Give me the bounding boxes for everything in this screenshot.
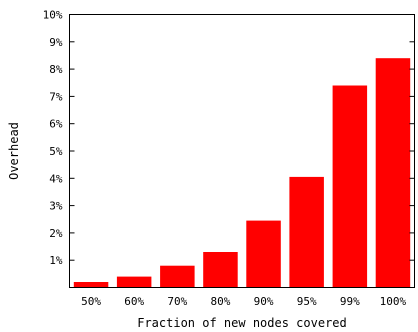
x-tick-label: 100% [380, 295, 407, 308]
bar-6 [332, 85, 368, 288]
x-tick-label: 95% [297, 295, 317, 308]
y-tick-label: 3% [49, 200, 63, 213]
y-axis-ticks: 1% 2% 3% 4% 5% 6% 7% 8% 9% 10% [43, 9, 415, 267]
y-tick-label: 7% [49, 90, 63, 103]
x-axis-label: Fraction of new nodes covered [137, 316, 347, 330]
bar-0 [73, 282, 109, 288]
bar-3 [203, 252, 238, 288]
y-tick-label: 6% [49, 118, 63, 131]
y-tick-label: 5% [49, 145, 63, 158]
x-tick-label: 50% [81, 295, 101, 308]
y-axis-label: Overhead [7, 122, 21, 180]
bar-5 [289, 176, 324, 288]
bar-7 [375, 58, 411, 288]
y-tick-label: 1% [49, 254, 63, 267]
y-tick-label: 9% [49, 36, 63, 49]
y-tick-label: 4% [49, 172, 63, 185]
y-tick-label: 2% [49, 227, 63, 240]
y-tick-label: 10% [43, 9, 63, 22]
x-tick-label: 70% [167, 295, 187, 308]
x-tick-label: 60% [124, 295, 144, 308]
bar-4 [246, 220, 281, 288]
plot-frame [69, 14, 415, 288]
bar-2 [160, 265, 195, 288]
x-axis-ticks: 50% 60% 70% 80% 90% 95% 99% 100% [81, 295, 406, 308]
x-tick-label: 80% [210, 295, 230, 308]
bar-1 [116, 276, 152, 288]
x-tick-label: 99% [340, 295, 360, 308]
bars-group [73, 58, 411, 288]
x-tick-label: 90% [254, 295, 274, 308]
y-tick-label: 8% [49, 63, 63, 76]
